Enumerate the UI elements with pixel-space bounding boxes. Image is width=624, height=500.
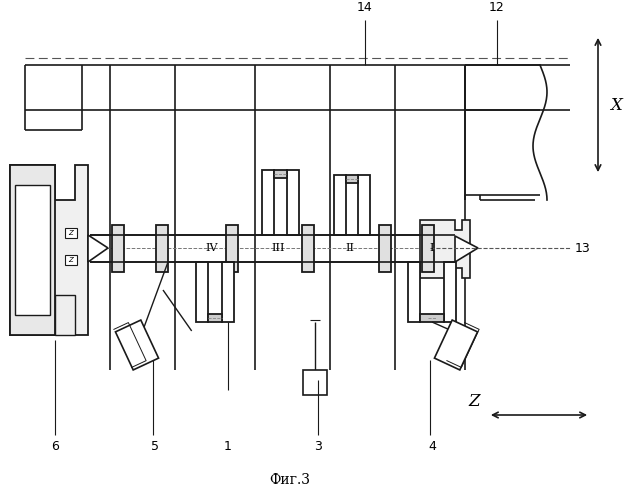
Polygon shape xyxy=(455,236,478,262)
Text: III: III xyxy=(271,243,285,253)
Text: Z: Z xyxy=(69,257,74,263)
Polygon shape xyxy=(434,320,477,370)
Text: X: X xyxy=(610,96,622,114)
Text: I: I xyxy=(430,243,434,253)
Text: Z: Z xyxy=(69,230,74,236)
Polygon shape xyxy=(226,225,238,272)
Polygon shape xyxy=(420,220,470,278)
Polygon shape xyxy=(408,262,420,322)
Polygon shape xyxy=(303,370,327,395)
Text: Фиг.3: Фиг.3 xyxy=(270,473,311,487)
Text: 6: 6 xyxy=(51,440,59,453)
Text: 12: 12 xyxy=(489,1,505,14)
Text: 13: 13 xyxy=(575,242,591,254)
Polygon shape xyxy=(196,262,208,322)
Text: II: II xyxy=(346,243,354,253)
Bar xyxy=(55,295,75,335)
Polygon shape xyxy=(346,175,358,183)
Text: 4: 4 xyxy=(428,440,436,453)
Text: IV: IV xyxy=(206,243,218,253)
Polygon shape xyxy=(379,225,391,272)
Text: Z: Z xyxy=(469,393,480,410)
Text: 5: 5 xyxy=(151,440,159,453)
Polygon shape xyxy=(302,225,314,272)
Polygon shape xyxy=(358,175,370,235)
Polygon shape xyxy=(115,320,158,370)
Polygon shape xyxy=(420,314,444,322)
Text: 1: 1 xyxy=(224,440,232,453)
Polygon shape xyxy=(287,170,299,235)
Polygon shape xyxy=(222,262,234,322)
Polygon shape xyxy=(112,225,124,272)
Polygon shape xyxy=(208,314,222,322)
Polygon shape xyxy=(65,228,77,238)
Text: 14: 14 xyxy=(357,1,373,14)
Polygon shape xyxy=(156,225,168,272)
Polygon shape xyxy=(422,225,434,272)
Text: 3: 3 xyxy=(314,440,322,453)
Polygon shape xyxy=(65,255,77,265)
Polygon shape xyxy=(274,170,287,178)
Polygon shape xyxy=(15,185,50,315)
Polygon shape xyxy=(334,175,346,235)
Polygon shape xyxy=(262,170,274,235)
Polygon shape xyxy=(444,262,456,322)
Polygon shape xyxy=(10,165,88,335)
Polygon shape xyxy=(88,235,108,262)
Polygon shape xyxy=(10,165,55,335)
